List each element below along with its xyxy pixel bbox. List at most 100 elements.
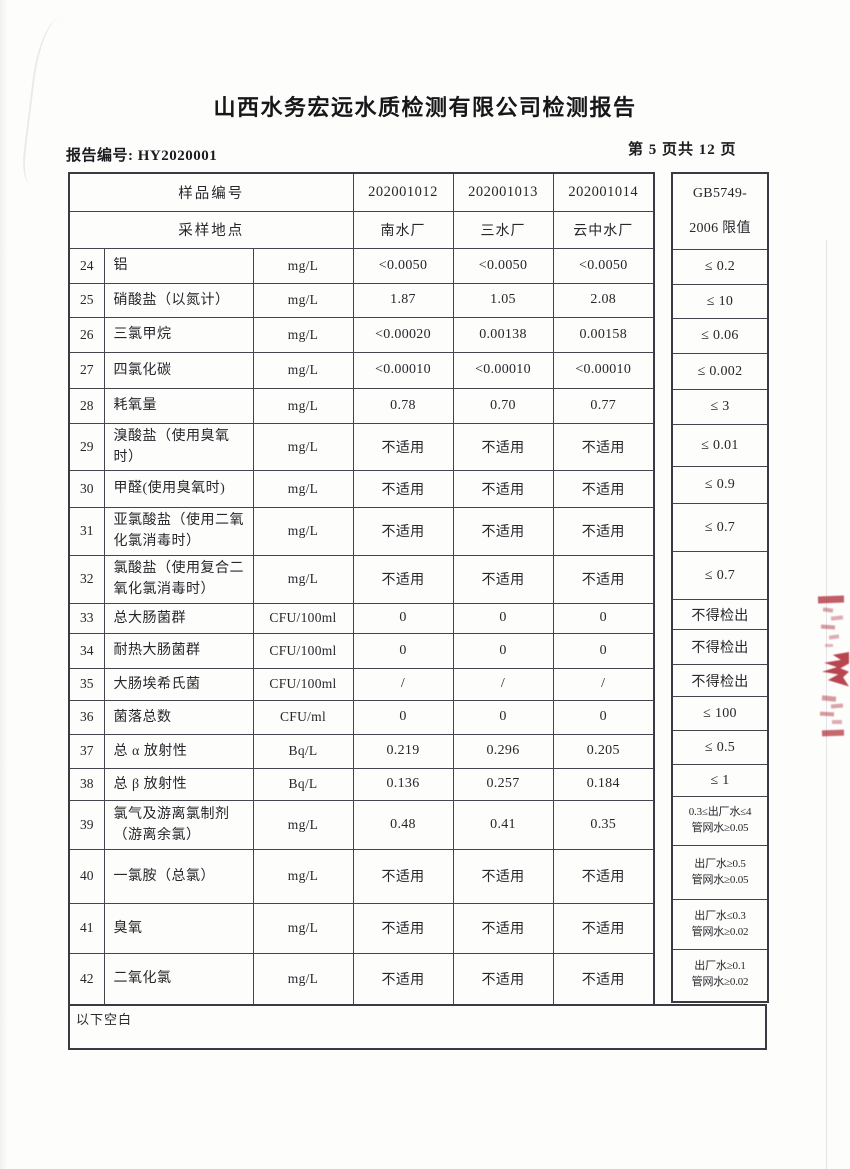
seal-mark: [822, 607, 834, 613]
limit-value: ≤ 0.06: [671, 318, 769, 354]
limit-value: 出厂水≥0.5 管网水≥0.05: [671, 845, 769, 900]
sample-id: 202001012: [352, 172, 454, 212]
limit-value: ≤ 0.5: [671, 730, 769, 765]
table-row: ≤ 0.7: [671, 503, 769, 552]
report-number: 报告编号: HY2020001: [66, 148, 218, 164]
item-name: 亚氯酸盐（使用二氧化氯消毒时）: [103, 506, 254, 556]
limit-value: 出厂水≤0.3 管网水≥0.02: [671, 899, 769, 950]
limit-value: ≤ 0.01: [671, 424, 769, 467]
unit: mg/L: [252, 387, 354, 424]
value: 不适用: [552, 506, 655, 556]
value: /: [452, 667, 554, 701]
table-row: 30 甲醛(使用臭氧时) mg/L 不适用 不适用 不适用: [68, 469, 655, 508]
value: 不适用: [452, 952, 554, 1006]
row-number: 27: [68, 351, 105, 389]
row-number: 40: [68, 848, 105, 904]
unit: mg/L: [252, 247, 354, 284]
value: 不适用: [452, 848, 554, 904]
value: 不适用: [452, 422, 554, 471]
main-table-body: 24 铝 mg/L <0.0050 <0.0050 <0.0050 25 硝酸盐（以氮计） mg…: [68, 247, 655, 1006]
table-row: 31 亚氯酸盐（使用二氧化氯消毒时） mg/L 不适用 不适用 不适用: [68, 506, 655, 556]
table-row: 40 一氯胺（总氯） mg/L 不适用 不适用 不适用: [68, 848, 655, 904]
row-number: 26: [68, 316, 105, 353]
limit-value: ≤ 100: [671, 696, 769, 731]
value: 0: [552, 699, 655, 735]
limit-value: 0.3≤出厂水≤4 管网水≥0.05: [671, 796, 769, 846]
value: 不适用: [352, 554, 454, 604]
value: <0.00010: [452, 351, 554, 389]
table-row: 0.3≤出厂水≤4 管网水≥0.05: [671, 796, 769, 846]
item-name: 铝: [103, 247, 254, 284]
limit-value: ≤ 0.002: [671, 353, 769, 390]
seal-mark: [822, 652, 849, 687]
value: 0: [352, 602, 454, 634]
value: 0: [452, 699, 554, 735]
value: 不适用: [452, 902, 554, 954]
table-row: 不得检出: [671, 629, 769, 665]
value: 不适用: [352, 848, 454, 904]
value: 0: [452, 602, 554, 634]
limit-value: ≤ 3: [671, 389, 769, 425]
sample-location: 南水厂: [352, 210, 454, 249]
table-row: 37 总 α 放射性 Bq/L 0.219 0.296 0.205: [68, 733, 655, 769]
unit: mg/L: [252, 351, 354, 389]
value: 0.257: [452, 767, 554, 801]
sample-location: 三水厂: [452, 210, 554, 249]
value: 0.77: [552, 387, 655, 424]
table-row: 采样地点 南水厂 三水厂 云中水厂: [68, 210, 655, 249]
limit-value: 不得检出: [671, 629, 769, 665]
limit-value: ≤ 1: [671, 764, 769, 797]
item-name: 四氯化碳: [103, 351, 254, 389]
item-name: 硝酸盐（以氮计）: [103, 282, 254, 318]
value: 不适用: [352, 506, 454, 556]
value: 0.00158: [552, 316, 655, 353]
seal-mark: [832, 720, 842, 724]
table-row: 34 耐热大肠菌群 CFU/100ml 0 0 0: [68, 632, 655, 669]
table-row: 41 臭氧 mg/L 不适用 不适用 不适用: [68, 902, 655, 954]
value: <0.0050: [452, 247, 554, 284]
value: <0.0050: [352, 247, 454, 284]
limit-value: ≤ 0.2: [671, 249, 769, 285]
value: 0.296: [452, 733, 554, 769]
item-name: 一氯胺（总氯）: [103, 848, 254, 904]
unit: Bq/L: [252, 733, 354, 769]
row-number: 41: [68, 902, 105, 954]
table-row: ≤ 0.2: [671, 249, 769, 285]
item-name: 溴酸盐（使用臭氧时）: [103, 422, 254, 471]
value: 不适用: [552, 902, 655, 954]
sample-location-label: 采样地点: [68, 210, 354, 249]
row-number: 42: [68, 952, 105, 1006]
table-row: 27 四氯化碳 mg/L <0.00010 <0.00010 <0.00010: [68, 351, 655, 389]
table-row: ≤ 0.7: [671, 551, 769, 600]
item-name: 总 β 放射性: [103, 767, 254, 801]
value: 0.41: [452, 799, 554, 850]
value: <0.00010: [552, 351, 655, 389]
limit-header-line1: GB5749-: [692, 186, 748, 201]
table-row: 样品编号 202001012 202001013 202001014: [68, 172, 655, 212]
scan-edge-artifact: [0, 0, 7, 1169]
value: 1.87: [352, 282, 454, 318]
value: <0.0050: [552, 247, 655, 284]
value: 0: [352, 699, 454, 735]
unit: mg/L: [252, 506, 354, 556]
row-number: 34: [68, 632, 105, 669]
row-number: 35: [68, 667, 105, 701]
value: 不适用: [352, 952, 454, 1006]
table-row: 36 菌落总数 CFU/ml 0 0 0: [68, 699, 655, 735]
table-row: ≤ 0.06: [671, 318, 769, 354]
table-row: 33 总大肠菌群 CFU/100ml 0 0 0: [68, 602, 655, 634]
limit-header-line2: 2006 限值: [689, 221, 751, 236]
table-row: 出厂水≥0.5 管网水≥0.05: [671, 845, 769, 900]
sample-id: 202001013: [452, 172, 554, 212]
value: 不适用: [352, 902, 454, 954]
row-number: 30: [68, 469, 105, 508]
table-row: 26 三氯甲烷 mg/L <0.00020 0.00138 0.00158: [68, 316, 655, 353]
limit-value: 不得检出: [671, 664, 769, 697]
limit-value: 不得检出: [671, 599, 769, 630]
blank-below-box: 以下空白: [68, 1004, 767, 1050]
table-row: 出厂水≥0.1 管网水≥0.02: [671, 949, 769, 1002]
unit: CFU/100ml: [252, 667, 354, 701]
limit-table-body: ≤ 0.2 ≤ 10 ≤ 0.06 ≤ 0.002 ≤ 3 ≤ 0.01 ≤ 0.9 ≤ 0.…: [671, 249, 769, 1002]
row-number: 28: [68, 387, 105, 424]
